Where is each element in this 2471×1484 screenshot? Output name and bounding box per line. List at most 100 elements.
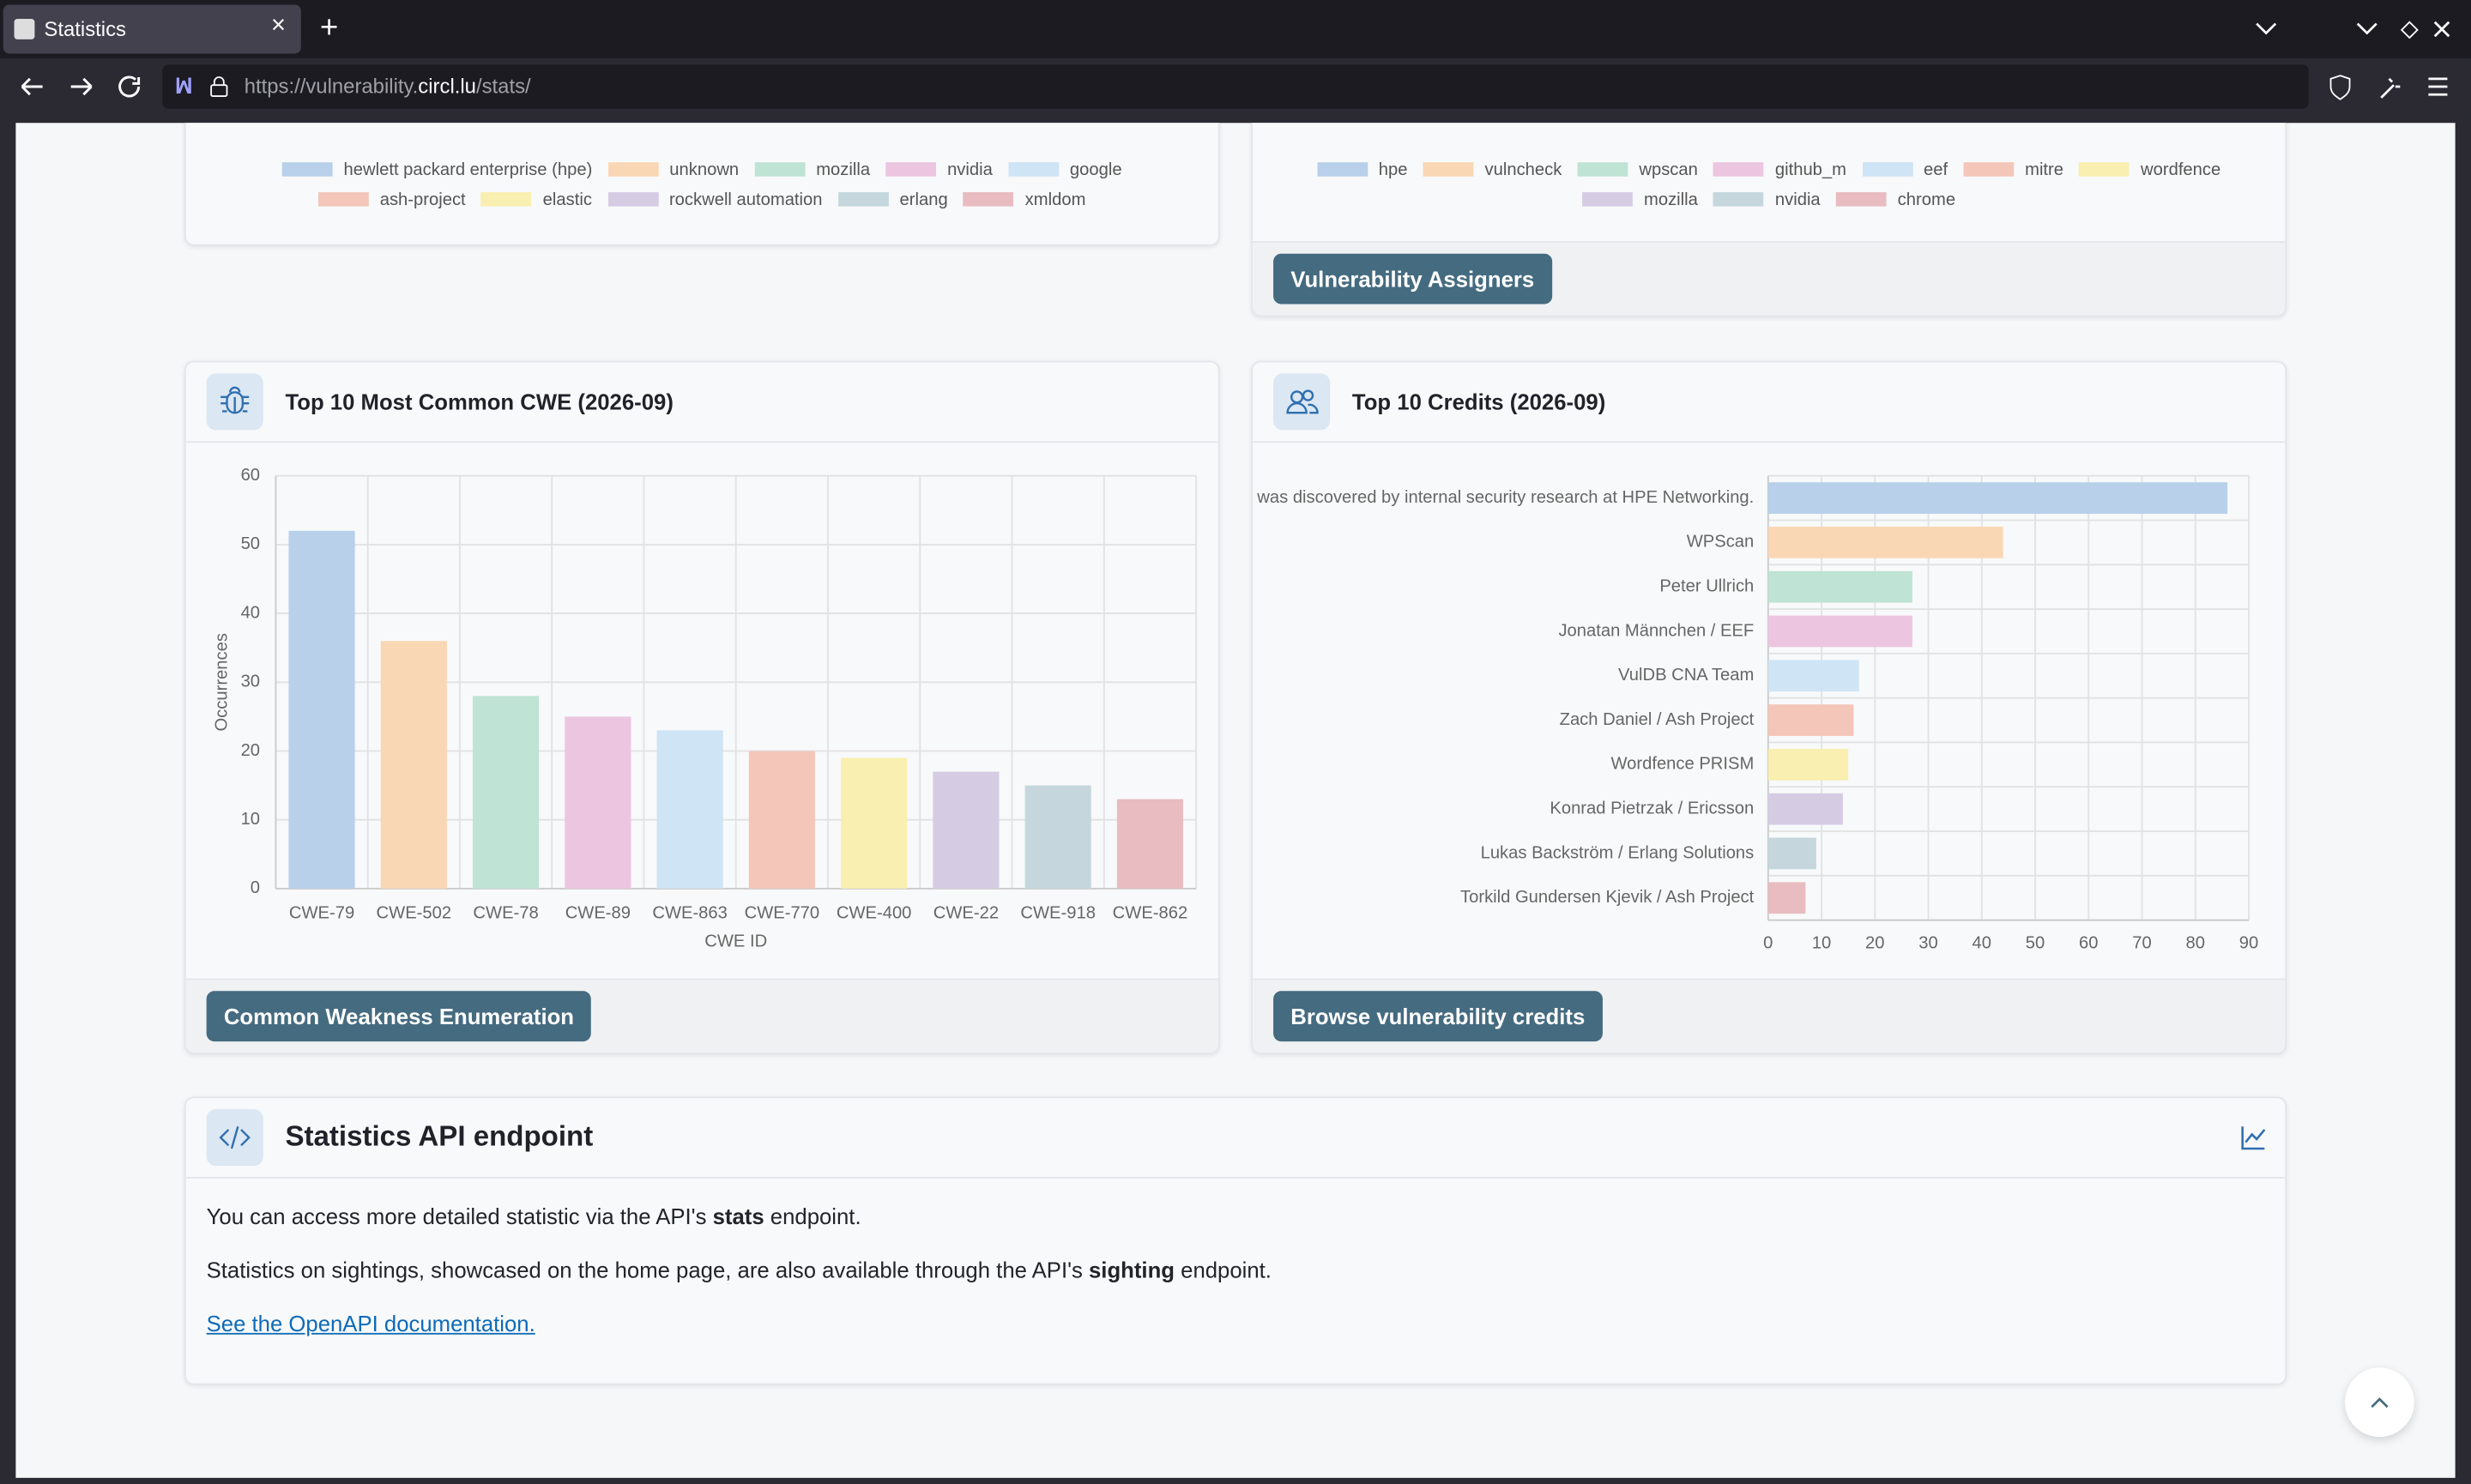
scroll-top-button[interactable] (2345, 1367, 2414, 1438)
legend-label: wpscan (1639, 160, 1698, 180)
tab[interactable]: Statistics × (3, 4, 301, 54)
legend-label: mozilla (816, 160, 871, 180)
legend-swatch (754, 162, 806, 177)
legend-swatch (281, 162, 333, 177)
legend-label: mozilla (1643, 190, 1698, 210)
legend-row: hpe vulncheck wpscan github_m eef mitre wordfe… (1253, 160, 2285, 190)
legend-row: ash-project elastic rockwell automation erl… (186, 190, 1218, 220)
legend-swatch (885, 162, 937, 177)
legend-swatch (1963, 162, 2015, 177)
legend-swatch (481, 192, 532, 207)
url-bar[interactable]: ꟽ https://vulnerability.circl.lu/stats/ (162, 64, 2309, 109)
legend-item: wordfence (2079, 160, 2220, 179)
url-host: circl.lu (418, 74, 476, 98)
legend-item: mitre (1963, 160, 2063, 179)
legend: hpe vulncheck wpscan github_m eef mitre wordfe… (1253, 160, 2285, 220)
legend-swatch (1423, 162, 1474, 177)
legend-swatch (1577, 162, 1628, 177)
button[interactable]: Common Weakness Enumeration (206, 991, 592, 1042)
paragraph: Statistics on sightings, showcased on th… (207, 1258, 1272, 1282)
card-title: Top 10 Most Common CWE (2026-09) (285, 389, 674, 415)
card-header: Top 10 Credits (2026-09) (1253, 362, 2286, 443)
legend-item: mozilla (754, 160, 871, 180)
legend-label: github_m (1774, 160, 1847, 180)
legend-swatch (2079, 162, 2130, 177)
chart-icon[interactable] (2241, 1125, 2266, 1150)
legend-swatch (1713, 192, 1765, 207)
tab-close[interactable]: × (270, 12, 287, 39)
tab-controls[interactable] (2254, 19, 2459, 41)
card-footer: Vulnerability Assigners (1253, 241, 2286, 316)
toolbar-icons[interactable] (2275, 74, 2456, 102)
new-tab[interactable]: + (319, 10, 339, 46)
button[interactable]: Browse vulnerability credits (1273, 991, 1603, 1042)
card-title: Top 10 Credits (2026-09) (1351, 389, 1606, 415)
legend-item: github_m (1713, 160, 1846, 179)
legend-item: mozilla (1582, 190, 1698, 209)
legend-label: mitre (2025, 160, 2064, 180)
legend-row: hewlett packard enterprise (hpe) unknown m… (186, 160, 1218, 190)
legend-item: ash-project (318, 190, 466, 209)
credits-card: Top 10 Credits (2026-09) Browse vulnerab… (1251, 360, 2287, 1054)
legend-label: hpe (1378, 160, 1408, 180)
legend-item: wpscan (1577, 160, 1698, 180)
legend-label: google (1069, 160, 1122, 180)
link[interactable]: See the OpenAPI documentation. (206, 1311, 535, 1336)
legend-label: unknown (669, 160, 740, 180)
card-title: Statistics API endpoint (285, 1119, 594, 1152)
legend-item: rockwell automation (607, 190, 823, 209)
text: Statistics on sightings, showcased on th… (206, 1257, 1090, 1283)
legend-label: wordfence (2141, 160, 2221, 180)
card-header: Top 10 Most Common CWE (2026-09) (185, 362, 1218, 443)
legend-label: eef (1924, 160, 1948, 180)
legend-swatch (607, 162, 659, 177)
nav-buttons[interactable] (19, 74, 145, 102)
legend-label: nvidia (947, 160, 993, 180)
legend-item: chrome (1836, 190, 1955, 209)
legend-item: hpe (1317, 160, 1408, 180)
legend-swatch (1713, 162, 1765, 177)
favicon (14, 19, 35, 39)
bug-icon (206, 373, 263, 431)
legend-label: xmldom (1024, 190, 1086, 210)
cwe-card: Top 10 Most Common CWE (2026-09) Common … (184, 360, 1220, 1054)
legend-swatch (1862, 162, 1913, 177)
api-card: Statistics API endpoint You can access m… (184, 1096, 2287, 1385)
assigners-card: hpe vulncheck wpscan github_m eef mitre wordfe… (1251, 123, 2287, 317)
legend-label: nvidia (1774, 190, 1821, 210)
card-header: Statistics API endpoint (185, 1098, 2286, 1179)
legend-item: elastic (481, 190, 592, 209)
button[interactable]: Vulnerability Assigners (1273, 253, 1552, 305)
legend-swatch (1317, 162, 1368, 177)
legend-swatch (1582, 192, 1634, 207)
card-footer: Common Weakness Enumeration (185, 978, 1218, 1053)
card-footer: Browse vulnerability credits (1253, 978, 2286, 1053)
url-path: /stats/ (475, 74, 531, 98)
text: stats (712, 1203, 764, 1229)
legend: hewlett packard enterprise (hpe) unknown m… (186, 160, 1218, 220)
legend-swatch (837, 192, 889, 207)
legend-item: eef (1862, 160, 1948, 179)
vendors-card: hewlett packard enterprise (hpe) unknown m… (184, 123, 1220, 246)
legend-item: vulncheck (1423, 160, 1562, 179)
legend-item: xmldom (964, 190, 1085, 209)
legend-item: nvidia (1713, 190, 1821, 210)
legend-label: vulncheck (1484, 160, 1562, 180)
legend-label: chrome (1897, 190, 1956, 210)
legend-label: elastic (542, 190, 592, 210)
tab-title: Statistics (44, 17, 126, 41)
legend-item: nvidia (885, 160, 993, 180)
users-icon (1273, 373, 1331, 431)
page: hewlett packard enterprise (hpe) unknown m… (15, 123, 2456, 1478)
legend-swatch (1008, 162, 1060, 177)
text: endpoint. (1174, 1257, 1272, 1283)
legend-swatch (1836, 192, 1887, 207)
legend-swatch (964, 192, 1014, 207)
url: https://vulnerability.circl.lu/stats/ (245, 64, 531, 108)
text: endpoint. (764, 1203, 861, 1229)
legend-item: erlang (837, 190, 948, 210)
legend-swatch (607, 192, 659, 207)
legend-label: erlang (899, 190, 948, 210)
